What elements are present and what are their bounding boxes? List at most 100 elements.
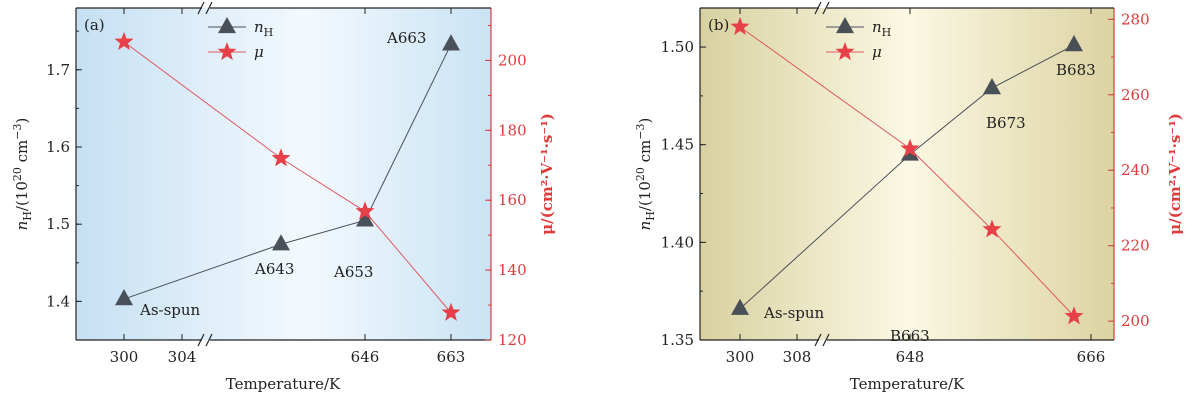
left-tick-label-a-1: 1.5 (46, 215, 70, 233)
nh-marker-b-0 (731, 298, 749, 315)
x-tick-label-b-2: 648 (896, 348, 925, 366)
left-ticks-a: 1.4 1.5 1.6 1.7 (46, 30, 82, 310)
legend-nh-a: nH (254, 18, 273, 39)
plot-area-b (700, 8, 1114, 340)
right-tick-label-b-3: 260 (1121, 86, 1150, 104)
panel-label-a: (a) (84, 16, 105, 34)
plot-area-a (76, 8, 491, 340)
point-label-b-0: As-spun (763, 304, 825, 322)
bottom-break-mark-2-a (205, 333, 213, 347)
mu-marker-a-0 (114, 31, 134, 50)
top-break-mark-2-a (205, 1, 213, 15)
panel-a: As-spun A643 A653 A663 1.4 1.5 1.6 1.7 120 1… (11, 1, 556, 393)
yl-a-rest: /(10 (13, 181, 31, 211)
left-tick-label-b-1: 1.40 (661, 233, 694, 251)
legend-nh-base-a: n (254, 18, 264, 36)
mu-line-b (739, 26, 1075, 317)
frame-b (699, 1, 1115, 347)
point-label-a-2: A653 (333, 263, 373, 281)
mu-line-a (123, 41, 452, 314)
y-axis-title-right-a: μ/(cm²·V⁻¹·s⁻¹) (538, 113, 556, 235)
x-ticks-b: 300 308 648 666 (726, 8, 1106, 366)
legend-mu-a: μ (254, 43, 264, 61)
mu-marker-b-0 (730, 16, 750, 35)
x-tick-label-a-0: 300 (110, 348, 139, 366)
top-break-mark-2-b (822, 1, 830, 15)
panel-b: As-spun B663 B673 B683 1.351.401.451.50 … (634, 1, 1184, 393)
nh-line-b (739, 44, 1075, 310)
yl-a-sup: 20 (11, 167, 24, 181)
y-axis-title-right-b: μ/(cm²·V⁻¹·s⁻¹) (1166, 113, 1184, 235)
mu-marker-a-1 (271, 148, 291, 167)
bottom-break-mark-1-a (197, 333, 205, 347)
legend-nh-sub-b: H (882, 26, 892, 39)
left-tick-label-b-3: 1.50 (661, 38, 694, 56)
left-tick-label-a-0: 1.4 (46, 292, 70, 310)
yl-b-close: ) (636, 118, 654, 124)
markers-a (114, 31, 461, 321)
left-tick-label-a-3: 1.7 (46, 61, 70, 79)
nh-marker-a-2 (356, 210, 374, 227)
bottom-break-mark-2-b (822, 333, 830, 347)
yl-a-sup2: −3 (11, 123, 24, 139)
point-label-b-2: B673 (986, 114, 1026, 132)
right-ticks-a: 120 140 160 180 200 (485, 24, 527, 349)
mu-marker-b-2 (982, 219, 1002, 238)
mu-marker-a-2 (355, 201, 375, 220)
right-tick-label-a-1: 140 (498, 261, 527, 279)
yl-b-tail: cm (636, 140, 654, 167)
legend-a: nH μ (208, 16, 273, 61)
y-axis-title-left-a: nH/(1020 cm−3) (11, 118, 34, 231)
yl-b-rest: /(10 (636, 181, 654, 211)
right-tick-label-a-4: 200 (498, 51, 527, 69)
top-break-mark-1-a (197, 1, 205, 15)
right-tick-label-b-1: 220 (1121, 237, 1150, 255)
mu-marker-b-1 (900, 138, 920, 157)
x-axis-title-a: Temperature/K (226, 375, 341, 393)
nh-line-a (123, 44, 452, 300)
point-label-a-0: As-spun (139, 301, 201, 319)
x-tick-label-a-3: 663 (437, 348, 466, 366)
yl-b-sup: 20 (634, 167, 647, 181)
nh-marker-b-3 (1065, 35, 1083, 52)
nh-marker-a-1 (272, 234, 290, 251)
legend-nh-b: nH (872, 18, 891, 39)
legend-mu-marker-b (835, 42, 855, 61)
left-ticks-b: 1.35 1.40 1.45 1.50 (661, 38, 706, 349)
nh-marker-a-0 (115, 289, 133, 306)
left-tick-label-b-0: 1.35 (661, 331, 694, 349)
mu-marker-a-3 (441, 302, 461, 321)
right-tick-label-a-0: 120 (498, 331, 527, 349)
legend-b: nH μ (826, 16, 891, 61)
yl-b-sup2: −3 (634, 123, 647, 139)
legend-nh-marker-a (218, 16, 236, 34)
legend-nh-sub-a: H (264, 26, 274, 39)
yl-a-tail: cm (13, 140, 31, 167)
yl-b-sub: H (644, 211, 657, 221)
x-tick-label-b-1: 308 (783, 348, 812, 366)
x-tick-label-b-3: 666 (1077, 348, 1106, 366)
x-tick-label-b-0: 300 (726, 348, 755, 366)
right-tick-label-a-3: 180 (498, 121, 527, 139)
x-tick-label-a-1: 304 (168, 348, 197, 366)
y-axis-title-left-b: nH/(1020 cm−3) (634, 118, 657, 231)
x-ticks-a: 300 304 646 663 (110, 8, 466, 366)
panel-label-b: (b) (708, 16, 729, 34)
right-tick-label-b-0: 200 (1121, 312, 1150, 330)
right-tick-label-b-4: 280 (1121, 10, 1150, 28)
left-tick-label-a-2: 1.6 (46, 138, 70, 156)
mu-marker-b-3 (1064, 306, 1084, 325)
nh-marker-a-3 (442, 34, 460, 51)
x-tick-label-a-2: 646 (351, 348, 380, 366)
top-break-mark-1-b (814, 1, 822, 15)
point-label-a-3: A663 (386, 29, 426, 47)
frame-a (75, 1, 492, 347)
yl-a-sub: H (21, 211, 34, 221)
yl-b-base: n (636, 221, 654, 231)
point-label-a-1: A643 (254, 260, 294, 278)
legend-mu-b: μ (872, 43, 882, 61)
markers-b (730, 16, 1084, 325)
left-tick-label-b-2: 1.45 (661, 136, 694, 154)
yl-a-close: ) (13, 118, 31, 124)
